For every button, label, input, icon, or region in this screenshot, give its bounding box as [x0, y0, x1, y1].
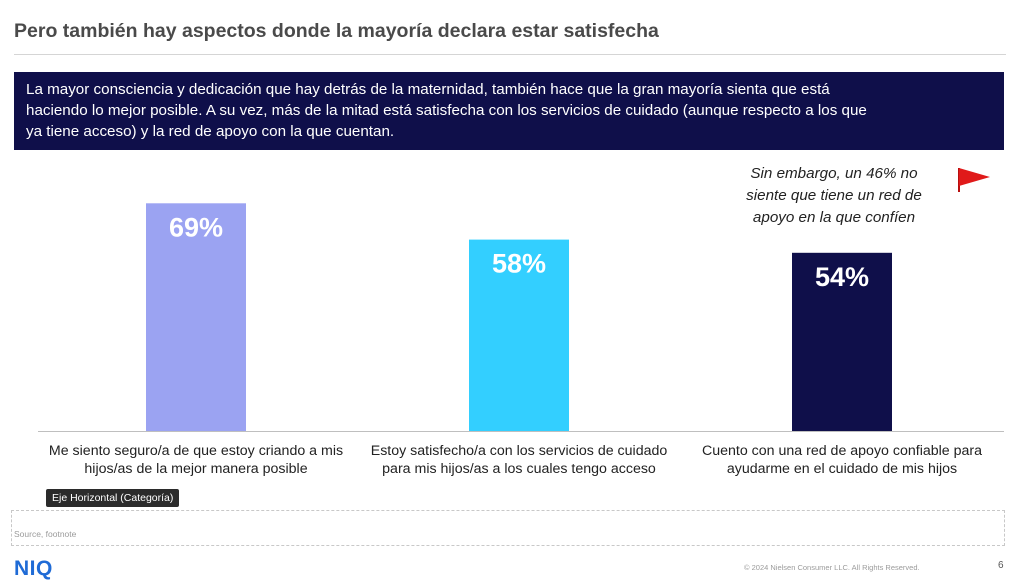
- axis-tooltip-chip: Eje Horizontal (Categoría): [46, 489, 180, 507]
- callout-line-2: siente que tiene un red de: [746, 187, 922, 204]
- category-label-3: Cuento con una red de apoyo confiable pa…: [702, 443, 982, 477]
- data-label-2: 58%: [492, 249, 546, 279]
- title-divider: [14, 54, 1006, 55]
- summary-banner: La mayor consciencia y dedicación que ha…: [14, 72, 1004, 150]
- bar-1: [146, 203, 246, 431]
- banner-line-2: haciendo lo mejor posible. A su vez, más…: [26, 102, 867, 119]
- bar-3: [792, 252, 892, 431]
- banner-line-3: ya tiene acceso) y la red de apoyo con l…: [26, 123, 395, 140]
- source-footnote: Source, footnote: [14, 529, 77, 539]
- callout-line-1: Sin embargo, un 46% no: [750, 165, 918, 182]
- page-number: 6: [998, 560, 1004, 571]
- red-flag-icon: [958, 168, 990, 192]
- callout-line-3: apoyo en la que confíen: [752, 209, 916, 226]
- data-label-1: 69%: [169, 212, 223, 242]
- niq-logo: NIQ: [14, 557, 53, 580]
- bar-2: [469, 239, 569, 431]
- banner-line-1: La mayor consciencia y dedicación que ha…: [26, 81, 830, 98]
- footnote-box: [11, 510, 1005, 546]
- category-label-2: Estoy satisfecho/a con los servicios de …: [371, 443, 668, 477]
- data-label-3: 54%: [815, 262, 869, 292]
- callout-note: Sin embargo, un 46% no siente que tiene …: [724, 163, 944, 229]
- page-title: Pero también hay aspectos donde la mayor…: [14, 20, 659, 42]
- category-label-1: Me siento seguro/a de que estoy criando …: [49, 443, 343, 477]
- copyright-text: © 2024 Nielsen Consumer LLC. All Rights …: [744, 563, 920, 572]
